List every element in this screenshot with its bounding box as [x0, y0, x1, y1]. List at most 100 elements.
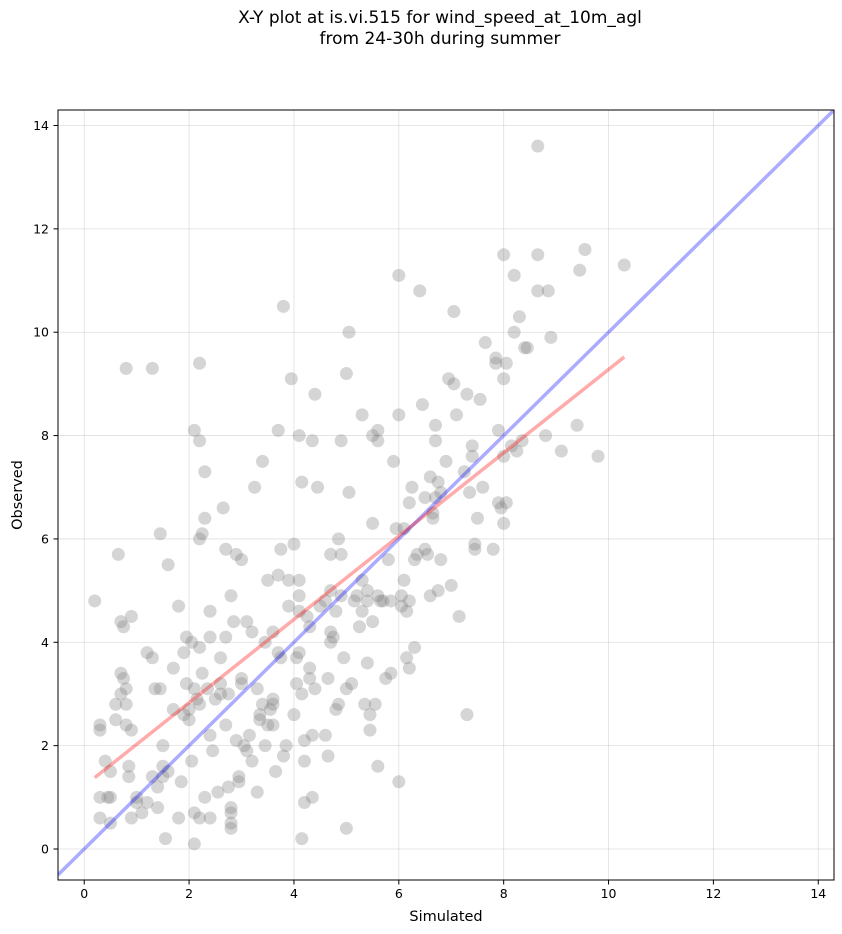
data-point: [449, 408, 463, 422]
data-point: [200, 682, 214, 696]
data-point: [166, 702, 180, 716]
data-point: [363, 708, 377, 722]
data-point: [276, 299, 290, 313]
data-point: [206, 744, 220, 758]
data-point: [237, 739, 251, 753]
data-point: [156, 759, 170, 773]
data-point: [195, 666, 209, 680]
data-point: [198, 790, 212, 804]
data-point: [308, 387, 322, 401]
data-point: [308, 682, 322, 696]
data-point: [539, 429, 553, 443]
data-point: [219, 630, 233, 644]
data-point: [468, 542, 482, 556]
data-point: [360, 594, 374, 608]
data-point: [187, 682, 201, 696]
x-tick-label: 6: [395, 886, 403, 901]
data-point: [497, 449, 511, 463]
data-point: [384, 666, 398, 680]
data-point: [122, 759, 136, 773]
data-point: [140, 795, 154, 809]
data-point: [258, 635, 272, 649]
data-point: [491, 496, 505, 510]
data-point: [292, 589, 306, 603]
data-point: [101, 790, 115, 804]
x-axis-label: Simulated: [409, 909, 482, 925]
data-point: [227, 615, 241, 629]
data-point: [216, 501, 230, 515]
data-point: [465, 449, 479, 463]
data-point: [182, 702, 196, 716]
data-point: [255, 697, 269, 711]
data-point: [151, 801, 165, 815]
x-tick-label: 12: [705, 886, 721, 901]
data-point: [447, 305, 461, 319]
data-point: [240, 744, 254, 758]
data-point: [229, 733, 243, 747]
data-point: [282, 599, 296, 613]
data-point: [457, 465, 471, 479]
data-point: [124, 609, 138, 623]
data-point: [617, 258, 631, 272]
data-point: [444, 578, 458, 592]
data-point: [387, 454, 401, 468]
y-tick-label: 2: [41, 738, 49, 753]
data-point: [130, 795, 144, 809]
data-point: [429, 491, 443, 505]
data-point: [321, 749, 335, 763]
data-point: [366, 516, 380, 530]
data-point: [334, 589, 348, 603]
data-point: [402, 496, 416, 510]
data-point: [174, 775, 188, 789]
chart-title: X-Y plot at is.vi.515 for wind_speed_at_…: [238, 8, 642, 28]
x-tick-label: 8: [500, 886, 508, 901]
data-point: [512, 310, 526, 324]
data-point: [339, 367, 353, 381]
plot-frame: [57, 109, 835, 881]
data-point: [124, 811, 138, 825]
data-point: [158, 832, 172, 846]
data-point: [371, 434, 385, 448]
data-point: [172, 811, 186, 825]
data-point: [240, 615, 254, 629]
data-point: [379, 671, 393, 685]
data-point: [245, 754, 259, 768]
data-point: [153, 527, 167, 541]
data-point: [93, 811, 107, 825]
data-point: [124, 723, 138, 737]
data-point: [224, 806, 238, 820]
data-point: [248, 480, 262, 494]
data-point: [531, 248, 545, 262]
data-point: [570, 418, 584, 432]
data-point: [295, 475, 309, 489]
data-point: [211, 785, 225, 799]
data-point: [518, 341, 532, 355]
data-point: [287, 708, 301, 722]
data-point: [161, 558, 175, 572]
data-point: [279, 739, 293, 753]
data-point: [93, 790, 107, 804]
data-point: [329, 604, 343, 618]
data-point: [421, 547, 435, 561]
data-point: [287, 537, 301, 551]
data-point: [195, 527, 209, 541]
data-point: [166, 661, 180, 675]
data-point: [130, 790, 144, 804]
data-point: [284, 372, 298, 386]
data-point: [235, 671, 249, 685]
data-point: [397, 522, 411, 536]
data-point: [460, 708, 474, 722]
data-point: [355, 408, 369, 422]
data-point: [394, 589, 408, 603]
data-point: [119, 697, 133, 711]
data-point: [193, 434, 207, 448]
data-point: [591, 449, 605, 463]
y-tick-label: 12: [33, 221, 49, 236]
data-point: [554, 444, 568, 458]
data-point: [418, 542, 432, 556]
data-point: [119, 718, 133, 732]
data-point: [326, 630, 340, 644]
data-point: [214, 651, 228, 665]
data-point: [408, 553, 422, 567]
data-point: [253, 708, 267, 722]
